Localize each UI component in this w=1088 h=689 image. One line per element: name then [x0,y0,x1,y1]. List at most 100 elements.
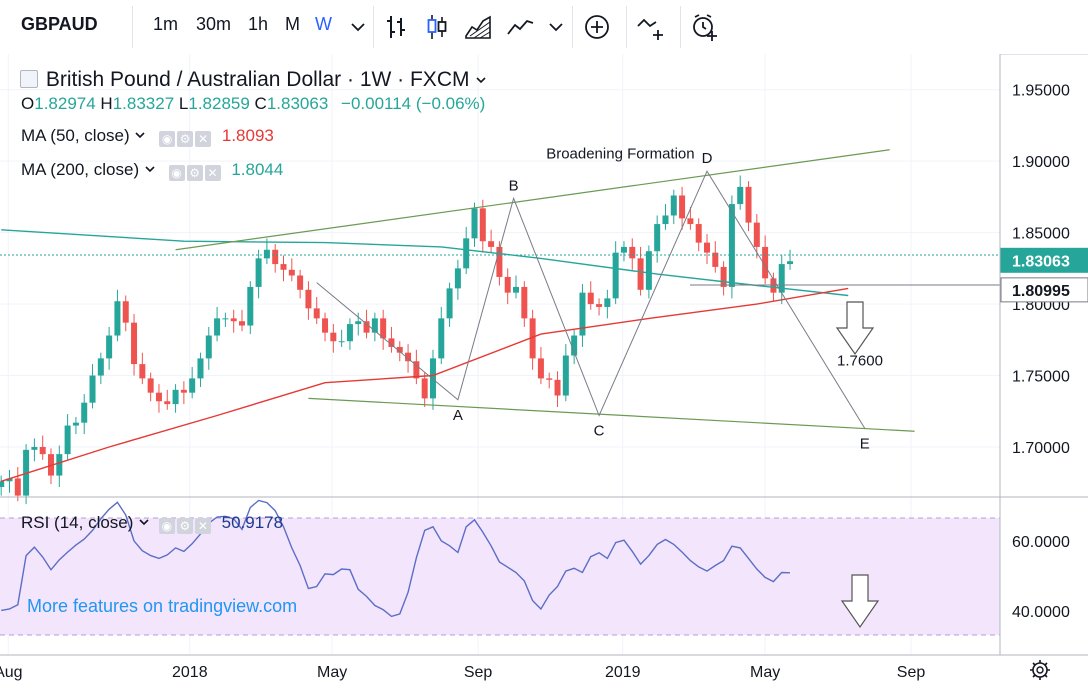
ma200-legend[interactable]: MA (200, close) ◉ ⚙ ✕ 1.8044 [21,160,283,182]
candle-body [56,454,62,475]
top-toolbar: GBPAUD 1m 30m 1h M W [0,0,1088,55]
candle-body [613,253,619,299]
rsi-tick-label: 40.0000 [1012,604,1070,621]
low-label: L [179,94,188,113]
candle-body [256,258,262,287]
gear-icon[interactable]: ⚙ [177,131,193,147]
toolbar-divider [572,6,573,48]
close-icon[interactable]: ✕ [195,131,211,147]
candle-body [231,318,237,321]
candle-body [447,288,453,318]
candle-body [364,321,370,332]
candle-body [455,268,461,288]
candle-body [247,287,253,326]
eye-icon[interactable]: ◉ [159,131,175,147]
candle-body [181,390,187,393]
candle-body [123,301,129,322]
candle-body [197,358,203,378]
candle-body [222,318,228,319]
time-tick-label: Aug [0,664,23,681]
candle-body [355,321,361,324]
candle-body [148,378,154,392]
candle-body [81,403,87,423]
candle-body [555,380,561,396]
candle-body [347,324,353,341]
candle-body [281,264,287,270]
toolbar-divider [132,6,133,48]
ma50-value: 1.8093 [222,126,274,145]
chart-title: British Pound / Australian Dollar · 1W ·… [46,68,470,91]
price-tick-label: 1.75000 [1012,369,1070,386]
price-chart[interactable]: A B C D E Broadening Formation 1.7600 1.95000 1… [0,54,1088,689]
candle-body [31,447,37,450]
candle-body [654,224,660,251]
toolbar-divider [626,6,627,48]
candle-body [579,293,585,336]
interval-30m[interactable]: 30m [196,14,231,35]
open-value: 1.82974 [34,94,95,113]
gear-icon[interactable]: ⚙ [177,518,193,534]
area-chart-icon[interactable] [463,12,493,42]
candle-body [729,204,735,287]
low-value: 1.82859 [188,94,249,113]
symbol-search[interactable]: GBPAUD [21,14,98,35]
ma200-value: 1.8044 [231,160,283,179]
candle-body [173,390,179,404]
candle-body [90,376,96,403]
chevron-down-icon[interactable] [343,12,373,42]
wave-point-label: E [860,435,870,452]
price-tick-label: 1.90000 [1012,154,1070,171]
close-icon[interactable]: ✕ [205,165,221,181]
candle-body [787,261,793,264]
ma50-legend[interactable]: MA (50, close) ◉ ⚙ ✕ 1.8093 [21,126,274,148]
eye-icon[interactable]: ◉ [169,165,185,181]
gear-icon[interactable]: ⚙ [187,165,203,181]
close-icon[interactable]: ✕ [195,518,211,534]
compare-icon[interactable] [636,12,666,42]
settings-gear-icon[interactable] [1030,660,1050,680]
alert-icon[interactable] [690,12,720,42]
rsi-axis[interactable]: 60.0000 40.0000 [1012,534,1070,621]
candle-body [40,447,46,454]
target-label: 1.7600 [837,353,883,370]
change-value: −0.00114 (−0.06%) [341,94,485,113]
candle-body [422,378,428,398]
rsi-legend[interactable]: RSI (14, close) ◉ ⚙ ✕ 50.9178 [21,513,283,535]
candle-body [754,223,760,247]
candle-body [721,267,727,287]
time-axis[interactable]: Aug 2018 May Sep 2019 May Sep [0,664,925,681]
candles-icon[interactable] [422,12,452,42]
candle-body [106,336,112,359]
add-indicator-icon[interactable] [582,12,612,42]
close-value: 1.83063 [267,94,328,113]
chevron-down-icon[interactable] [475,74,487,86]
candle-body [671,195,677,215]
chevron-down-icon[interactable] [138,516,150,528]
chevron-down-icon[interactable] [134,129,146,141]
line-chart-icon[interactable] [505,12,535,42]
candle-body [156,393,162,402]
candle-body [521,287,527,318]
tradingview-watermark-link[interactable]: More features on tradingview.com [27,596,297,617]
close-label: C [255,94,267,113]
interval-month[interactable]: M [285,14,300,35]
candle-body [737,187,743,204]
interval-1m[interactable]: 1m [153,14,178,35]
eye-icon[interactable]: ◉ [159,518,175,534]
time-tick-label: 2019 [605,664,641,681]
high-value: 1.83327 [113,94,174,113]
chevron-down-icon[interactable] [144,163,156,175]
candle-body [239,321,245,325]
candle-body [588,293,594,304]
interval-1h[interactable]: 1h [248,14,268,35]
candle-body [272,250,278,264]
candle-body [114,301,120,335]
chevron-down-icon[interactable] [541,12,571,42]
interval-week[interactable]: W [315,14,332,35]
bar-chart-icon[interactable] [381,12,411,42]
collapse-legend-icon[interactable] [20,70,38,88]
candle-body [264,250,270,259]
wave-point-label: C [594,423,605,440]
candle-body [505,277,511,293]
time-tick-label: May [750,664,780,681]
